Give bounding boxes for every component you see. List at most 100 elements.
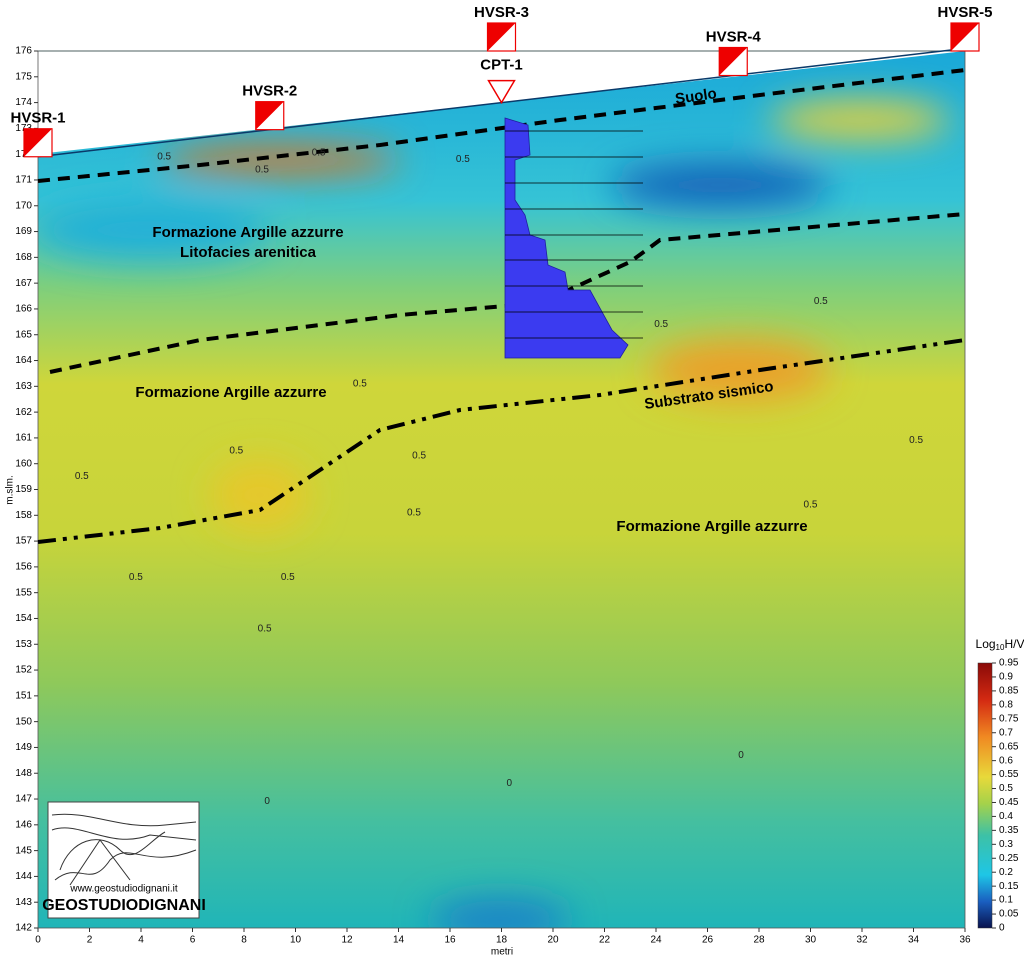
cpt-profile bbox=[504, 117, 643, 359]
y-tick-label: 143 bbox=[15, 897, 32, 908]
contour-label: 0.5 bbox=[157, 151, 171, 162]
colorbar-label-base: Log bbox=[976, 637, 996, 651]
y-tick-label: 153 bbox=[15, 639, 32, 650]
y-tick-label: 167 bbox=[15, 278, 32, 289]
x-tick-label: 20 bbox=[547, 935, 559, 946]
x-tick-label: 34 bbox=[908, 935, 920, 946]
contour-label: 0.5 bbox=[407, 507, 421, 518]
colorbar-tick-label: 0.45 bbox=[999, 797, 1019, 808]
y-tick-label: 163 bbox=[15, 381, 32, 392]
annotation: Litofacies arenitica bbox=[180, 244, 317, 261]
colorbar-tick-label: 0.25 bbox=[999, 853, 1019, 864]
station-marker-fill bbox=[24, 128, 52, 157]
contour-label: 0.5 bbox=[909, 435, 923, 446]
logo-url: www.geostudiodignani.it bbox=[69, 884, 178, 895]
y-tick-label: 156 bbox=[15, 562, 32, 573]
contour-label: 0.5 bbox=[229, 445, 243, 456]
colorbar-tick-label: 0.6 bbox=[999, 755, 1013, 766]
x-tick-label: 24 bbox=[650, 935, 662, 946]
y-tick-label: 142 bbox=[15, 923, 32, 934]
colorbar-label-sub: 10 bbox=[996, 643, 1005, 652]
contour-label: 0.5 bbox=[129, 572, 143, 583]
contour-label: 0.5 bbox=[255, 164, 269, 175]
colorbar-tick-label: 0.7 bbox=[999, 727, 1013, 738]
station-label: HVSR-2 bbox=[242, 83, 297, 100]
colorbar-tick-label: 0.65 bbox=[999, 741, 1019, 752]
cpt-label: CPT-1 bbox=[480, 57, 523, 74]
contour-label: 0.5 bbox=[804, 500, 818, 511]
station-label: HVSR-5 bbox=[937, 4, 992, 21]
contour-label: 0.5 bbox=[412, 451, 426, 462]
colorbar-tick-label: 0.1 bbox=[999, 895, 1013, 906]
y-tick-label: 157 bbox=[15, 536, 32, 547]
x-tick-label: 16 bbox=[444, 935, 456, 946]
contour-label: 0.5 bbox=[258, 623, 272, 634]
contour-label: 0.5 bbox=[75, 471, 89, 482]
y-tick-label: 146 bbox=[15, 819, 32, 830]
annotation: Formazione Argille azzurre bbox=[616, 518, 807, 535]
annotation: Formazione Argille azzurre bbox=[152, 224, 343, 241]
station-marker-fill bbox=[719, 47, 748, 76]
colorbar-tick-label: 0.95 bbox=[999, 658, 1019, 669]
boundaries bbox=[37, 68, 966, 544]
logo-name: GEOSTUDIODIGNANI bbox=[42, 897, 206, 914]
colorbar-tick-label: 0.4 bbox=[999, 811, 1013, 822]
x-tick-label: 10 bbox=[290, 935, 302, 946]
colorbar-tick-label: 0.5 bbox=[999, 783, 1013, 794]
colorbar bbox=[977, 662, 993, 929]
cpt-marker bbox=[487, 79, 516, 105]
y-tick-label: 171 bbox=[15, 175, 32, 186]
y-tick-label: 166 bbox=[15, 304, 32, 315]
y-tick-label: 145 bbox=[15, 845, 32, 856]
x-tick-label: 28 bbox=[753, 935, 765, 946]
y-tick-label: 151 bbox=[15, 690, 32, 701]
station-label: HVSR-1 bbox=[10, 110, 65, 127]
contour-label: 0 bbox=[264, 796, 270, 807]
y-tick-label: 162 bbox=[15, 407, 32, 418]
x-tick-label: 32 bbox=[856, 935, 868, 946]
station-marker-fill bbox=[487, 23, 516, 51]
x-tick-label: 8 bbox=[241, 935, 247, 946]
contour-label: 0 bbox=[506, 778, 512, 789]
annotation: Formazione Argille azzurre bbox=[135, 384, 326, 401]
x-tick-label: 6 bbox=[190, 935, 196, 946]
y-tick-label: 164 bbox=[15, 355, 32, 366]
contour-label: 0.5 bbox=[456, 154, 470, 165]
hv-field bbox=[38, 51, 965, 928]
colorbar-tick-label: 0.3 bbox=[999, 839, 1013, 850]
contour-label: 0.5 bbox=[312, 148, 326, 159]
contour-label: 0.5 bbox=[814, 296, 828, 307]
colorbar-tick-label: 0 bbox=[999, 923, 1005, 934]
colorbar-tick-label: 0.85 bbox=[999, 686, 1019, 697]
annotation: Suolo bbox=[674, 85, 718, 108]
y-tick-label: 175 bbox=[15, 71, 32, 82]
colorbar-tick-label: 0.8 bbox=[999, 699, 1013, 710]
x-tick-label: 36 bbox=[959, 935, 971, 946]
x-tick-label: 0 bbox=[35, 935, 41, 946]
y-tick-label: 176 bbox=[15, 46, 32, 57]
y-tick-label: 155 bbox=[15, 587, 32, 598]
colorbar-tick-label: 0.05 bbox=[999, 909, 1019, 920]
y-tick-label: 174 bbox=[15, 97, 32, 108]
x-tick-label: 18 bbox=[496, 935, 508, 946]
colorbar-label: Log10H/V bbox=[976, 637, 1024, 652]
y-tick-label: 170 bbox=[15, 200, 32, 211]
y-tick-label: 160 bbox=[15, 458, 32, 469]
x-tick-label: 14 bbox=[393, 935, 405, 946]
colorbar-tick-label: 0.55 bbox=[999, 769, 1019, 780]
y-tick-label: 159 bbox=[15, 484, 32, 495]
colorbar-tick-label: 0.2 bbox=[999, 867, 1013, 878]
colorbar-label-rest: H/V bbox=[1004, 637, 1024, 651]
logo: www.geostudiodignani.it GEOSTUDIODIGNANI bbox=[42, 801, 206, 919]
x-tick-label: 22 bbox=[599, 935, 611, 946]
contour-label: 0.5 bbox=[281, 572, 295, 583]
x-tick-label: 26 bbox=[702, 935, 714, 946]
y-tick-label: 152 bbox=[15, 665, 32, 676]
contour-label: 0 bbox=[738, 750, 744, 761]
x-tick-label: 2 bbox=[87, 935, 93, 946]
x-axis-label: metri bbox=[491, 947, 513, 958]
colorbar-tick-label: 0.9 bbox=[999, 672, 1013, 683]
contour-label: 0.5 bbox=[353, 378, 367, 389]
y-tick-label: 148 bbox=[15, 768, 32, 779]
